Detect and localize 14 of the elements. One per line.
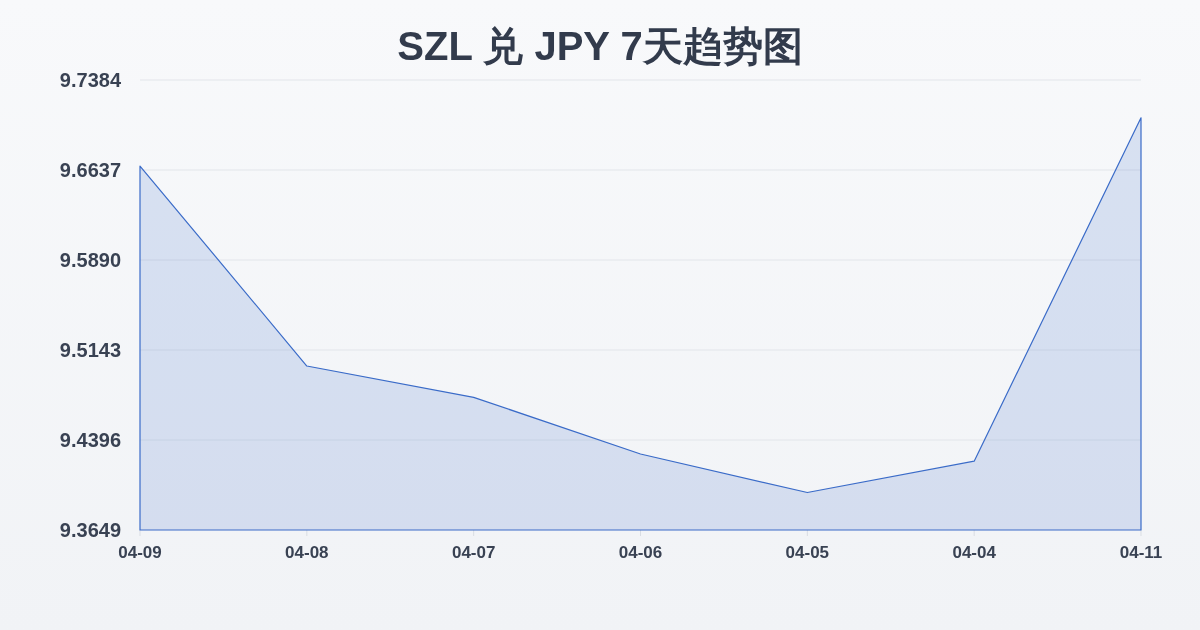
title: SZL 兑 JPY 7天趋势图 [397,24,803,68]
xtick-label: 04-06 [618,542,663,562]
xtick-label: 04-09 [118,542,162,562]
ytick-label: 9.5890 [59,249,121,271]
xtick-label: 04-08 [285,542,329,562]
ytick-label: 9.6637 [59,159,121,181]
xtick-label: 04-04 [952,542,996,562]
ytick-label: 9.4396 [59,429,121,451]
xtick-label: 04-11 [1119,542,1163,562]
xtick-label: 04-05 [785,542,830,562]
ytick-label: 9.5143 [59,339,121,361]
ytick-label: 9.3649 [59,519,121,541]
xtick-label: 04-07 [451,542,496,562]
ytick-label: 9.7384 [59,69,121,91]
